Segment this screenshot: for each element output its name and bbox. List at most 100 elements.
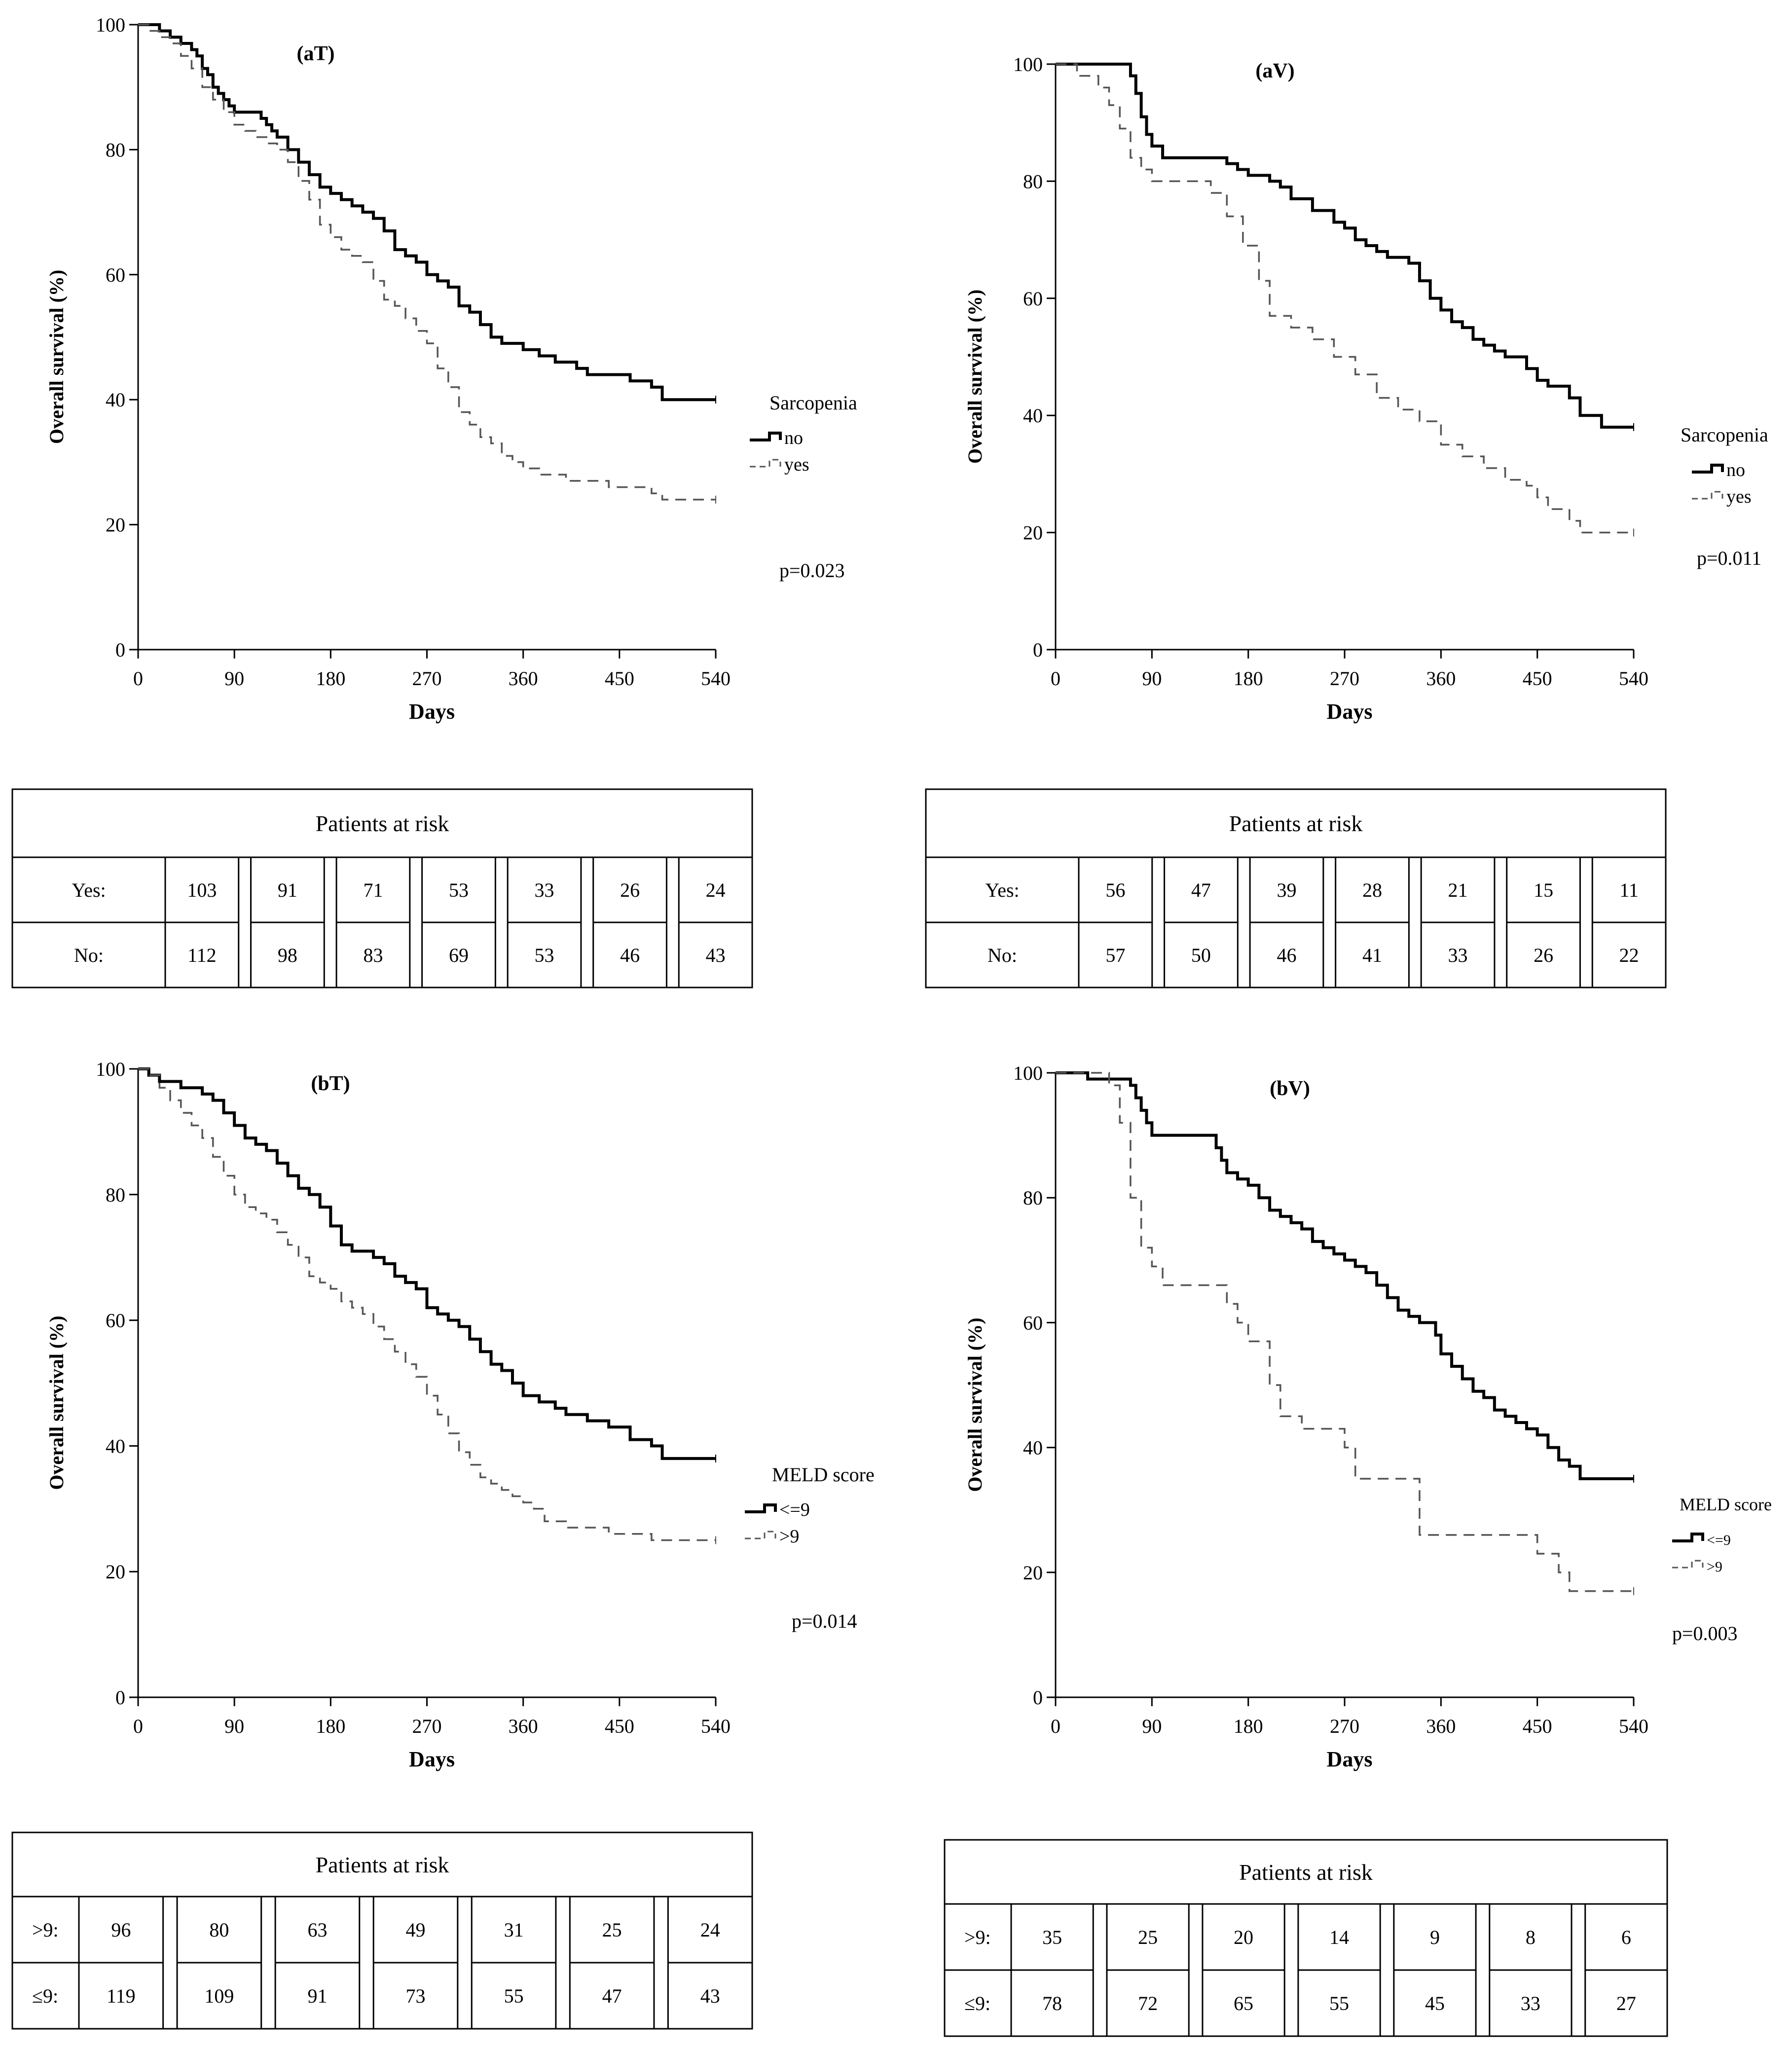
y-axis-title: Overall survival (%)	[45, 270, 68, 444]
panel-title: (aV)	[1255, 60, 1294, 82]
table-frame	[11, 1831, 753, 2030]
y-tick-label: 0	[1033, 1686, 1043, 1709]
table-cell: 45	[1425, 1992, 1445, 2014]
x-tick-label: 540	[701, 1715, 731, 1737]
legend-label: >9	[1707, 1559, 1722, 1575]
x-tick-label: 90	[224, 1715, 244, 1737]
x-tick-label: 90	[224, 667, 244, 690]
x-tick-label: 540	[1619, 667, 1648, 690]
table-cell: 43	[700, 1985, 720, 2007]
legend-label: no	[784, 428, 803, 448]
km-chart-aT: 0 90 180 270 360 450 540 0 20 40 60 80 100 Days Overal…	[45, 14, 857, 724]
table-frame	[11, 788, 753, 988]
table-cell: 78	[1042, 1992, 1062, 2014]
legend-label: yes	[1726, 486, 1752, 507]
table-cell: 49	[406, 1919, 426, 1941]
x-tick-label: 270	[412, 1715, 442, 1737]
legend: Sarcopenia no yes	[1681, 424, 1768, 507]
x-tick-label: 180	[316, 667, 345, 690]
legend-label: >9	[779, 1526, 799, 1547]
row-label: No:	[987, 944, 1017, 966]
x-tick-label: 180	[316, 1715, 345, 1737]
table-cell: 33	[1448, 944, 1468, 966]
x-tick-label: 360	[509, 1715, 538, 1737]
table-cell: 22	[1619, 944, 1639, 966]
y-tick-label: 40	[1023, 404, 1043, 427]
table-cell: 83	[363, 944, 383, 966]
y-axis-title: Overall survival (%)	[964, 1317, 986, 1492]
x-tick-label: 360	[509, 667, 538, 690]
table-cell: 112	[187, 944, 217, 966]
table-frame	[944, 1839, 1668, 2037]
table-cell: 96	[111, 1919, 131, 1941]
legend-swatch	[745, 1503, 777, 1513]
legend-swatch	[1692, 491, 1723, 500]
y-axis-title: Overall survival (%)	[964, 290, 986, 464]
km-chart-aV: 0 90 180 270 360 450 540 0 20 40 60 80 100 Days Overal…	[964, 53, 1768, 724]
legend-title: Sarcopenia	[1681, 424, 1768, 446]
table-cell: 65	[1234, 1992, 1253, 2014]
table-cell: 33	[1521, 1992, 1540, 2014]
table-cell: 9	[1430, 1926, 1440, 1948]
legend: MELD score <=9 >9	[745, 1463, 875, 1547]
row-label: ≤9:	[964, 1992, 990, 2014]
legend-label: no	[1726, 460, 1745, 480]
risk-table-3: Patients at risk >9: 96 80 63 49 31 25 24 ≤9: 119 1…	[11, 1831, 753, 2030]
table-cell: 103	[187, 879, 217, 901]
y-tick-label: 40	[106, 1435, 125, 1457]
y-tick-label: 60	[106, 264, 125, 286]
row-label: No:	[74, 944, 104, 966]
table-cell: 35	[1042, 1926, 1062, 1948]
x-tick-label: 90	[1142, 667, 1162, 690]
table-cell: 20	[1234, 1926, 1253, 1948]
x-tick-label: 450	[605, 1715, 634, 1737]
km-chart-bV: 0 90 180 270 360 450 540 0 20 40 60 80 100 Days Overal…	[964, 1062, 1772, 1771]
table-cell: 55	[1329, 1992, 1349, 2014]
p-value: p=0.003	[1672, 1622, 1738, 1645]
row-label: >9:	[32, 1919, 59, 1941]
p-value: p=0.011	[1697, 547, 1761, 569]
panel-title: (bT)	[311, 1072, 350, 1095]
panel-title: (bV)	[1270, 1077, 1310, 1100]
table-cell: 46	[620, 944, 640, 966]
survival-curve-dashed	[138, 24, 716, 501]
x-tick-label: 540	[701, 667, 731, 690]
x-tick-label: 270	[1330, 667, 1359, 690]
table-cell: 109	[204, 1985, 234, 2007]
x-tick-label: 0	[1051, 667, 1061, 690]
table-cell: 25	[1138, 1926, 1158, 1948]
y-tick-label: 0	[115, 639, 125, 661]
risk-table-2: Patients at risk Yes: 56 47 39 28 21 15 11 No: 57 5…	[925, 788, 1667, 988]
y-tick-label: 20	[1023, 1562, 1043, 1584]
legend: Sarcopenia no yes	[750, 392, 857, 475]
legend-label: <=9	[779, 1499, 810, 1520]
table-cell: 47	[602, 1985, 622, 2007]
table-title: Patients at risk	[1229, 811, 1363, 836]
y-tick-label: 40	[106, 389, 125, 411]
legend-swatch	[750, 459, 781, 468]
legend-swatch	[745, 1531, 776, 1539]
row-label: Yes:	[72, 879, 106, 901]
p-value: p=0.023	[779, 559, 845, 582]
row-label: ≤9:	[32, 1985, 58, 2007]
y-tick-label: 100	[96, 14, 125, 36]
x-tick-label: 270	[412, 667, 442, 690]
y-tick-label: 0	[115, 1686, 125, 1709]
x-tick-label: 360	[1426, 667, 1456, 690]
table-cell: 91	[278, 879, 297, 901]
legend-label: yes	[784, 454, 809, 475]
x-tick-label: 450	[605, 667, 634, 690]
legend-swatch	[1692, 464, 1724, 474]
x-tick-label: 0	[133, 667, 143, 690]
x-tick-label: 0	[1051, 1715, 1061, 1737]
survival-curve-dashed	[138, 1068, 716, 1541]
table-cell: 71	[363, 879, 383, 901]
table-cell: 53	[449, 879, 469, 901]
table-cell: 47	[1191, 879, 1211, 901]
y-tick-label: 80	[1023, 170, 1043, 192]
legend-label: <=9	[1707, 1532, 1731, 1548]
legend-swatch	[1672, 1533, 1704, 1542]
table-cell: 24	[706, 879, 726, 901]
table-cell: 119	[107, 1985, 136, 2007]
legend-title: MELD score	[1680, 1495, 1772, 1514]
